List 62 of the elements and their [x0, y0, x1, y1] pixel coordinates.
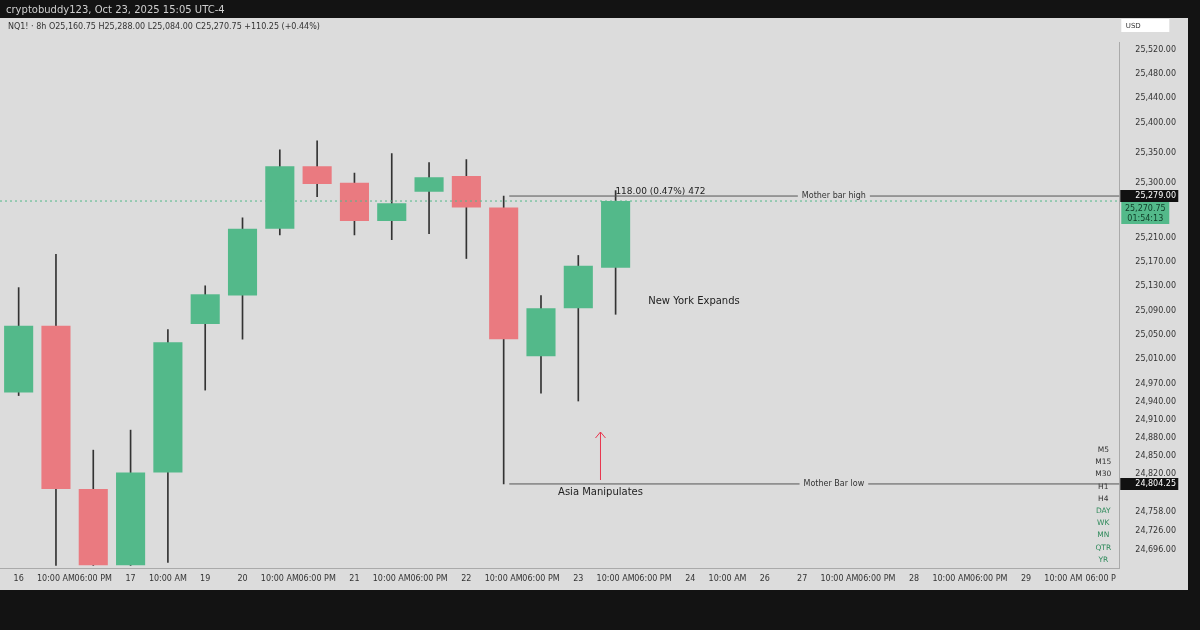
annotation: Asia Manipulates: [558, 485, 643, 497]
x-tick-label: 06:00 PM: [410, 574, 448, 584]
annotation: New York Expands: [648, 294, 740, 306]
x-tick-label: 06:00 PM: [970, 574, 1008, 584]
x-tick-label: 06:00 PM: [522, 574, 560, 584]
x-tick-label: 06:00 PM: [858, 574, 896, 584]
annotation: 118.00 (0.47%) 472: [615, 186, 706, 197]
y-tick-label: 25,050.00: [1135, 329, 1176, 339]
text: 01:54:13: [1127, 214, 1164, 224]
x-tick-label: 10:00 AM: [708, 574, 747, 584]
y-tick-label: 24,726.00: [1135, 526, 1176, 536]
x-tick-label: 19: [200, 574, 211, 584]
y-tick-label: 24,850.00: [1135, 451, 1176, 461]
ref-line-label: Mother bar high: [801, 191, 866, 201]
y-tick-label: 25,300.00: [1135, 178, 1176, 188]
y-tick-label: 25,279.00: [1135, 191, 1176, 201]
x-tick-label: 06:00 P: [1085, 574, 1117, 584]
x-tick-label: 27: [797, 574, 808, 584]
y-tick-label: 24,970.00: [1135, 378, 1176, 388]
y-tick-label: 25,010.00: [1135, 354, 1176, 364]
y-tick-label: 25,350.00: [1135, 148, 1176, 158]
x-tick-label: 23: [573, 574, 584, 584]
x-tick-label: 28: [908, 574, 920, 584]
x-tick-label: 24: [685, 574, 696, 584]
y-tick-label: 24,758.00: [1135, 507, 1176, 517]
chart-subtitle: cryptobuddy123, Oct 23, 2025 15:05 UTC-4: [6, 4, 225, 15]
x-tick-label: 20: [237, 574, 248, 584]
y-tick-label: 25,210.00: [1135, 232, 1176, 242]
x-tick-label: 21: [349, 574, 360, 584]
chart-title: NQ1! · 8h O25,160.75 H25,288.00 L25,084.00 C25,270.75 +110.25 (+0.44%): [8, 22, 320, 31]
y-tick-label: 24,940.00: [1135, 396, 1176, 406]
x-tick-label: 06:00 PM: [634, 574, 672, 584]
ref-line-label: 25,270.75: [1124, 204, 1166, 214]
x-tick-label: 10:00 AM: [484, 574, 523, 584]
x-tick-label: 10:00 AM: [148, 574, 187, 584]
y-tick-label: 25,400.00: [1135, 117, 1176, 127]
x-tick-label: 10:00 AM: [36, 574, 76, 584]
y-tick-label: 25,520.00: [1135, 44, 1176, 54]
x-tick-label: 06:00 PM: [298, 574, 336, 584]
y-tick-label: 24,696.00: [1135, 544, 1176, 554]
x-tick-label: 06:00 PM: [74, 574, 113, 584]
y-tick-label: 25,090.00: [1135, 305, 1176, 315]
x-tick-label: 10:00 AM: [596, 574, 635, 584]
x-tick-label: 10:00 AM: [1044, 574, 1083, 584]
y-tick-label: 25,170.00: [1135, 257, 1176, 267]
y-tick-label: 25,130.00: [1135, 281, 1176, 291]
x-tick-label: 17: [125, 574, 136, 584]
x-tick-label: 22: [461, 574, 472, 584]
x-tick-label: 10:00 AM: [820, 574, 859, 584]
y-tick-label: 24,910.00: [1135, 414, 1176, 424]
y-tick-label: 25,440.00: [1135, 93, 1176, 103]
x-tick-label: 26: [759, 574, 770, 584]
y-tick-label: 25,480.00: [1135, 69, 1176, 79]
x-tick-label: 10:00 AM: [260, 574, 299, 584]
y-tick-label: 24,820.00: [1135, 469, 1176, 479]
x-tick-label: 10:00 AM: [932, 574, 971, 584]
y-tick-label: 24,804.25: [1135, 479, 1176, 489]
x-tick-label: 29: [1020, 574, 1032, 584]
ref-line-label: Mother Bar low: [803, 479, 865, 489]
x-tick-label: 10:00 AM: [372, 574, 411, 584]
y-tick-label: 24,880.00: [1135, 433, 1176, 443]
x-tick-label: 16: [13, 574, 24, 584]
